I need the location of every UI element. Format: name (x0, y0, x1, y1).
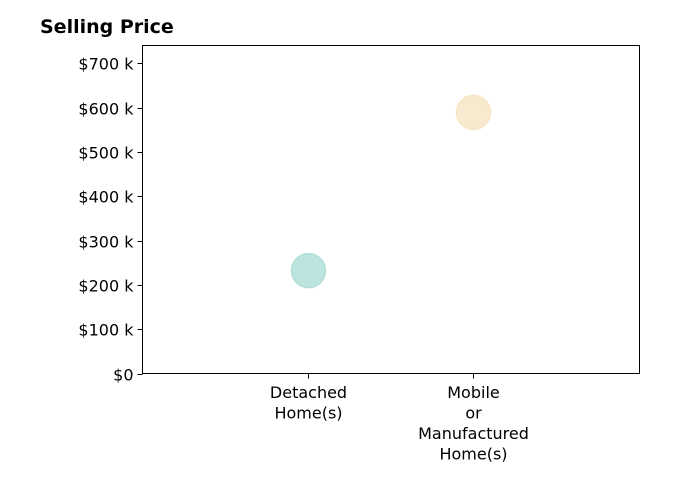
x-tick-label-line: Home(s) (274, 404, 342, 423)
y-tick-label: $700 k (78, 55, 134, 74)
y-tick-label: $200 k (78, 277, 134, 296)
x-tick-label-line: Mobile (447, 383, 499, 402)
y-axis: $0 $100 k $200 k $300 k $400 k $500 k $600 k $7… (78, 55, 143, 385)
plot-frame (142, 45, 640, 374)
x-tick-label: Detached Home(s) (270, 383, 347, 423)
y-tick-label: $600 k (78, 100, 134, 119)
chart-title: Selling Price (40, 16, 174, 38)
x-tick-label-line: Detached (270, 383, 347, 402)
y-tick-label: $500 k (78, 144, 134, 163)
x-tick-label-line: or (465, 404, 482, 423)
x-tick-label-line: Home(s) (439, 445, 507, 464)
y-tick-label: $400 k (78, 188, 134, 207)
y-tick-label: $100 k (78, 321, 134, 340)
y-tick-label: $0 (113, 366, 133, 385)
data-point-mobile: Mobile or Manufactured Home(s): 589000 (455, 94, 492, 131)
x-tick-label-line: Manufactured (418, 424, 529, 443)
y-tick-label: $300 k (78, 233, 134, 252)
data-points: Detached Home(s): 232000 Mobile or Manufa… (290, 94, 492, 289)
data-point-detached: Detached Home(s): 232000 (290, 252, 327, 289)
